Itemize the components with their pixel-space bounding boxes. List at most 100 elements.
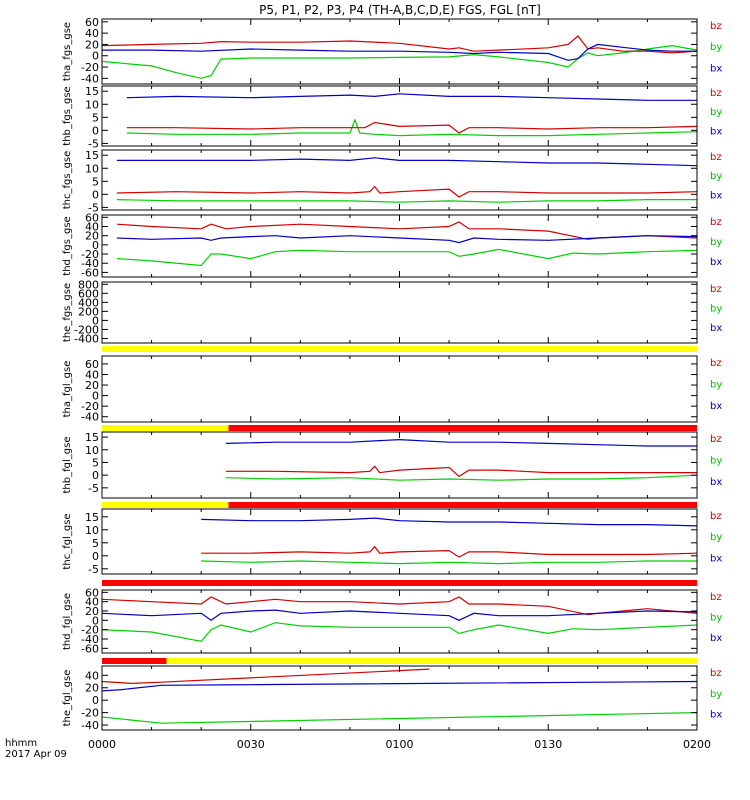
- series-by-thc_fgl_gse: [201, 560, 697, 565]
- series-by-tha_fgs_gse: [101, 44, 698, 79]
- panel-frame: [101, 214, 698, 278]
- y-tick-label: 0: [92, 239, 99, 252]
- series-bx-thc_fgs_gse: [116, 157, 698, 167]
- legend-bx: bx: [710, 190, 722, 201]
- y-tick-label: -5: [88, 201, 99, 214]
- y-tick-label: 5: [92, 456, 99, 469]
- legend-by: by: [710, 42, 722, 53]
- flag-bar-3: [102, 580, 697, 586]
- panel-frame: [101, 431, 698, 499]
- y-tick-label: 40: [85, 220, 99, 233]
- legend-by: by: [710, 532, 722, 543]
- y-axis-label: the_fgs_gse: [62, 283, 73, 342]
- flag-bar-2: [228, 502, 697, 508]
- series-bz-thd_fgs_gse: [116, 221, 698, 240]
- legend-by: by: [710, 171, 722, 182]
- footer-line1: hhmm: [5, 738, 37, 749]
- series-bx-thd_fgs_gse: [116, 235, 698, 244]
- legend-bz: bz: [710, 434, 722, 445]
- y-axis-label: thc_fgl_gse: [62, 513, 73, 569]
- x-axis: 0000 0030 0100 0130 0200: [88, 738, 711, 751]
- series-bx-thc_fgl_gse: [201, 517, 698, 527]
- series-bz-thc_fgl_gse: [201, 545, 698, 558]
- y-tick-label: 15: [85, 431, 99, 444]
- series-by-thd_fgl_gse: [101, 622, 698, 642]
- y-tick-label: -60: [81, 266, 99, 279]
- legend-bx: bx: [710, 401, 722, 412]
- y-tick-label: -20: [81, 624, 99, 637]
- y-tick-label: -40: [81, 633, 99, 646]
- flag-bar-2: [102, 502, 229, 508]
- series-bx-thb_fgl_gse: [225, 438, 697, 447]
- y-tick-label: 0: [92, 550, 99, 563]
- y-tick-label: 0: [92, 314, 99, 327]
- series-by-thb_fgs_gse: [126, 118, 698, 137]
- series-by-thd_fgs_gse: [116, 248, 698, 267]
- y-tick-label: 800: [78, 278, 99, 291]
- y-tick-label: 15: [85, 85, 99, 98]
- y-tick-label: -40: [81, 719, 99, 732]
- y-tick-label: 20: [85, 38, 99, 51]
- y-tick-label: 10: [85, 524, 99, 537]
- x-tick-label: 0030: [237, 738, 265, 751]
- y-tick-label: 600: [78, 287, 99, 300]
- y-tick-label: -40: [81, 257, 99, 270]
- y-tick-label: 40: [85, 27, 99, 40]
- y-tick-label: 10: [85, 444, 99, 457]
- y-tick-label: -40: [81, 411, 99, 424]
- y-tick-label: -20: [81, 400, 99, 413]
- y-axis-label: thd_fgl_gse: [62, 593, 73, 650]
- y-tick-label: -400: [74, 332, 99, 345]
- y-tick-label: -5: [88, 137, 99, 150]
- legend-bz: bz: [710, 358, 722, 369]
- flag-bar-4: [102, 658, 167, 664]
- series-by-the_fgl_gse: [101, 712, 698, 724]
- y-tick-label: -20: [81, 61, 99, 74]
- x-tick-label: 0130: [534, 738, 562, 751]
- legend-by: by: [710, 380, 722, 391]
- y-tick-label: 0: [92, 50, 99, 63]
- y-tick-label: 0: [92, 124, 99, 137]
- series-by-thc_fgs_gse: [116, 199, 697, 203]
- y-tick-label: 60: [85, 358, 99, 371]
- y-tick-label: 20: [85, 605, 99, 618]
- y-tick-label: 200: [78, 305, 99, 318]
- flag-bar-4: [166, 658, 698, 664]
- y-tick-label: 40: [85, 596, 99, 609]
- y-tick-label: 20: [85, 230, 99, 243]
- y-tick-label: 400: [78, 296, 99, 309]
- legend-bx: bx: [710, 63, 722, 74]
- footer-line2: 2017 Apr 09: [5, 749, 67, 760]
- legend-bx: bx: [710, 477, 722, 488]
- flag-bar-0: [102, 346, 697, 352]
- y-tick-label: 0: [92, 390, 99, 403]
- legend-by: by: [710, 456, 722, 467]
- y-axis-label: tha_fgs_gse: [62, 22, 73, 81]
- legend-by: by: [710, 612, 722, 623]
- legend-by: by: [710, 304, 722, 315]
- y-tick-label: 0: [92, 188, 99, 201]
- series-bz-the_fgl_gse: [101, 668, 430, 685]
- plot-title: P5, P1, P2, P3, P4 (TH-A,B,C,D,E) FGS, F…: [259, 3, 541, 17]
- y-tick-label: 15: [85, 149, 99, 162]
- series-by-thb_fgl_gse: [225, 474, 698, 481]
- legend-bz: bz: [710, 668, 722, 679]
- legend-by: by: [710, 107, 722, 118]
- y-tick-label: 10: [85, 162, 99, 175]
- y-tick-label: -5: [88, 563, 99, 576]
- y-axis-label: the_fgl_gse: [62, 670, 73, 727]
- x-tick-label: 0100: [386, 738, 414, 751]
- legend-by: by: [710, 689, 722, 700]
- y-tick-label: 0: [92, 469, 99, 482]
- y-tick-label: 10: [85, 98, 99, 111]
- y-tick-label: 20: [85, 682, 99, 695]
- panel-frame: [101, 281, 698, 344]
- y-tick-label: 5: [92, 111, 99, 124]
- y-tick-label: -40: [81, 72, 99, 85]
- legend-by: by: [710, 237, 722, 248]
- legend-bx: bx: [710, 126, 722, 137]
- y-tick-label: 0: [92, 614, 99, 627]
